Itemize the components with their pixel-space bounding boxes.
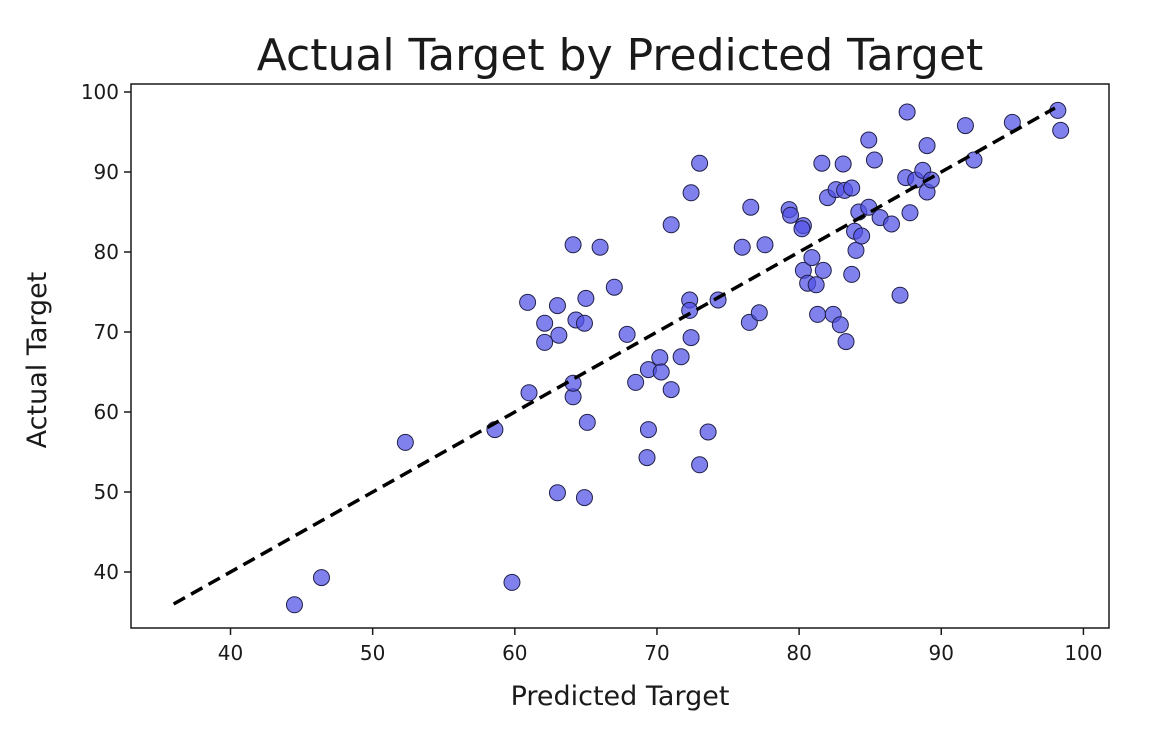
data-point (922, 171, 940, 189)
data-point (312, 569, 330, 587)
data-point (577, 289, 595, 307)
data-point (548, 297, 566, 315)
data-point (639, 421, 657, 439)
data-point (605, 278, 623, 296)
data-point (793, 220, 811, 238)
data-point (782, 206, 800, 224)
data-point (756, 236, 774, 254)
data-point (750, 304, 768, 322)
data-point (901, 204, 919, 222)
data-point (550, 326, 568, 344)
x-axis-label: Predicted Target (511, 681, 730, 712)
data-point (865, 151, 883, 169)
data-point (898, 103, 916, 121)
data-point (813, 154, 831, 172)
plot-area (172, 101, 1070, 614)
chart-title: Actual Target by Predicted Target (257, 30, 984, 81)
data-point (285, 596, 303, 614)
data-point (883, 215, 901, 233)
axis-ticks: 40 50 60 70 80 90 100 40 50 60 70 80 90 100 (81, 80, 1103, 665)
y-tick-label: 100 (81, 80, 119, 104)
data-point (520, 384, 538, 402)
data-point (742, 198, 760, 216)
x-tick-label: 70 (644, 641, 669, 665)
data-point (891, 286, 909, 304)
x-tick-label: 100 (1064, 641, 1102, 665)
data-point (682, 184, 700, 202)
data-point (814, 261, 832, 279)
y-tick-label: 50 (94, 480, 119, 504)
y-axis-label: Actual Target (22, 272, 53, 449)
y-tick-label: 80 (94, 240, 119, 264)
data-point (578, 413, 596, 431)
data-point (575, 489, 593, 507)
data-point (682, 329, 700, 347)
data-point (691, 456, 709, 474)
data-point (548, 484, 566, 502)
reference-line (172, 106, 1056, 606)
data-point (843, 179, 861, 197)
data-point (651, 349, 669, 367)
data-point (699, 423, 717, 441)
data-point (918, 137, 936, 155)
data-point (575, 314, 593, 332)
data-point (652, 363, 670, 381)
data-point (627, 373, 645, 391)
data-point (843, 265, 861, 283)
x-tick-label: 80 (786, 641, 811, 665)
data-point (965, 151, 983, 169)
data-point (837, 333, 855, 351)
x-tick-label: 60 (502, 641, 527, 665)
x-tick-label: 90 (929, 641, 954, 665)
data-point (503, 573, 521, 591)
plot-frame (130, 83, 1110, 629)
data-point (662, 216, 680, 234)
y-tick-label: 90 (94, 160, 119, 184)
data-point (1052, 121, 1070, 139)
data-point (803, 249, 821, 267)
data-point (662, 381, 680, 399)
data-point (638, 449, 656, 467)
data-point (834, 155, 852, 173)
data-point (809, 305, 827, 323)
data-point (519, 293, 537, 311)
data-point (691, 154, 709, 172)
data-point (853, 227, 871, 245)
y-tick-label: 70 (94, 320, 119, 344)
data-point (591, 238, 609, 256)
data-point (847, 241, 865, 259)
data-point (672, 348, 690, 366)
data-point (807, 276, 825, 294)
x-tick-label: 50 (360, 641, 385, 665)
y-tick-label: 60 (94, 400, 119, 424)
data-point (956, 117, 974, 135)
data-point (536, 314, 554, 332)
x-tick-label: 40 (218, 641, 243, 665)
data-point (396, 433, 414, 451)
y-tick-label: 40 (94, 560, 119, 584)
data-point (536, 333, 554, 351)
data-point (618, 325, 636, 343)
data-point (831, 316, 849, 334)
data-point (564, 236, 582, 254)
data-point (733, 238, 751, 256)
data-point (860, 131, 878, 149)
